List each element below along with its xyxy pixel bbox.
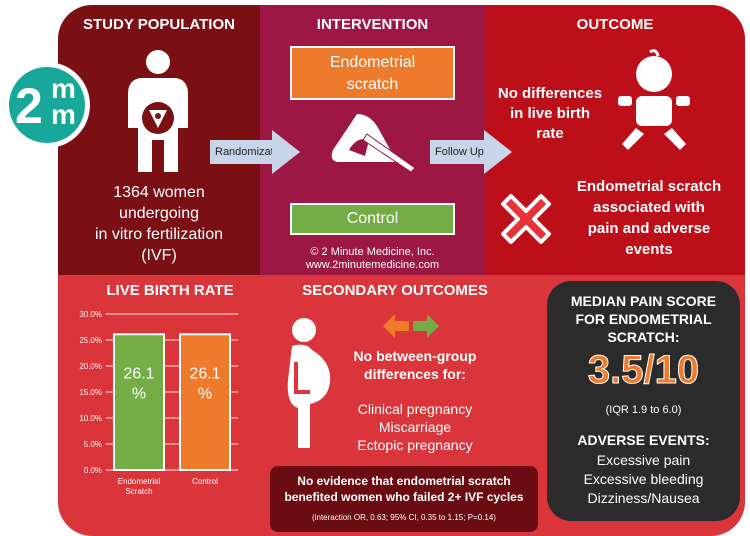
pregnant-woman-icon <box>128 50 188 172</box>
no-diff-line-3: rate <box>536 125 564 142</box>
logo-digit: 2 <box>15 78 43 134</box>
live-birth-title: LIVE BIRTH RATE <box>106 282 234 299</box>
treatment-line-2: scratch <box>346 76 399 93</box>
scratch-line-3: pain and adverse <box>587 220 711 237</box>
randomization-label: Randomization <box>215 146 289 158</box>
cross-mark-icon <box>501 194 551 244</box>
no-between-line-1: No between-group <box>353 348 477 364</box>
y-tick-label: 10.0% <box>79 414 102 423</box>
scratch-instrument-icon <box>331 114 416 173</box>
swap-arrows-icon <box>383 314 439 338</box>
no-between-line-2: differences for: <box>364 366 466 382</box>
y-tick-label: 30.0% <box>79 310 102 319</box>
evidence-stats: (interaction OR, 0.63; 95% CI, 0.35 to 1… <box>312 513 496 522</box>
follow-up-arrowhead <box>484 130 512 174</box>
no-diff-line-2: in live birth <box>509 105 590 122</box>
adverse-item: Excessive pain <box>596 452 691 468</box>
website-text[interactable]: www.2minutemedicine.com <box>305 259 440 271</box>
no-between-text: No between-group differences for: <box>335 347 495 383</box>
evidence-line-2: benefited women who failed 2+ IVF cycles <box>284 490 524 504</box>
study-line-2: undergoing <box>118 205 200 222</box>
scratch-line-2: associated with <box>593 199 705 216</box>
scratch-line-1: Endometrial scratch <box>576 178 722 195</box>
pain-score-panel <box>547 281 740 521</box>
copyright-text: © 2 Minute Medicine, Inc. <box>310 246 435 258</box>
adverse-list: Excessive pain Excessive bleeding Dizzin… <box>547 451 740 508</box>
x-tick-label: Scratch <box>125 487 152 496</box>
y-tick-label: 20.0% <box>79 362 102 371</box>
chart-svg: 0.0% 5.0% 10.0% 15.0% 20.0% 25.0% 30.0% 26.1% En… <box>79 310 238 496</box>
secondary-title: SECONDARY OUTCOMES <box>302 282 488 299</box>
outcome-title: OUTCOME <box>576 16 654 33</box>
bar-value-label: % <box>132 385 146 402</box>
x-tick-label: Control <box>192 477 218 486</box>
y-tick-label: 25.0% <box>79 336 102 345</box>
study-line-3: in vitro fertilization <box>94 226 224 243</box>
treatment-box: Endometrial scratch <box>290 46 455 100</box>
study-line-1: 1364 women <box>113 184 205 201</box>
scratch-outcome-text: Endometrial scratch associated with pain… <box>556 176 742 260</box>
x-tick-label: Endometrial <box>118 477 161 486</box>
control-box: Control <box>290 203 455 235</box>
pain-iqr: (IQR 1.9 to 6.0) <box>605 404 682 416</box>
y-tick-label: 5.0% <box>84 440 102 449</box>
pain-score: 3.5/10 <box>587 348 700 393</box>
no-diff-line-1: No differences <box>497 85 603 102</box>
pain-title-line-3: SCRATCH: <box>607 329 680 345</box>
bar-value-label: 26.1 <box>189 365 220 382</box>
adverse-item: Excessive bleeding <box>583 471 704 487</box>
bar <box>113 333 165 472</box>
control-label: Control <box>346 210 399 227</box>
follow-up-arrow: Follow Up <box>430 140 484 164</box>
pain-title-line-1: MEDIAN PAIN SCORE <box>570 293 717 309</box>
bar-value-label: % <box>198 385 212 402</box>
bar <box>179 333 231 472</box>
follow-up-label: Follow Up <box>435 146 484 158</box>
study-description: 1364 women undergoing in vitro fertiliza… <box>58 182 260 266</box>
baby-icon <box>618 49 690 150</box>
bar-value-label: 26.1 <box>123 365 154 382</box>
no-difference-text: No differences in live birth rate <box>490 84 610 144</box>
pregnant-woman-profile-icon <box>287 318 331 448</box>
intervention-title: INTERVENTION <box>316 16 429 33</box>
study-population-title: STUDY POPULATION <box>83 16 235 33</box>
pain-title-line-2: FOR ENDOMETRIAL <box>575 311 712 327</box>
study-line-4: (IVF) <box>141 247 177 264</box>
y-tick-label: 15.0% <box>79 388 102 397</box>
pain-title: MEDIAN PAIN SCORE FOR ENDOMETRIAL SCRATC… <box>547 292 740 346</box>
secondary-item: Miscarriage <box>378 419 452 435</box>
logo: 2 m m <box>9 67 85 143</box>
evidence-text: No evidence that endometrial scratch ben… <box>270 466 538 505</box>
logo-letter-top: m <box>51 73 76 104</box>
randomization-arrowhead <box>272 130 300 174</box>
adverse-item: Dizziness/Nausea <box>587 490 700 506</box>
copyright-block: © 2 Minute Medicine, Inc. www.2minutemed… <box>260 246 485 272</box>
treatment-line-1: Endometrial <box>329 54 416 71</box>
evidence-box: No evidence that endometrial scratch ben… <box>270 466 538 532</box>
secondary-list: Clinical pregnancy Miscarriage Ectopic p… <box>330 400 500 454</box>
y-tick-label: 0.0% <box>84 466 102 475</box>
live-birth-chart: 0.0% 5.0% 10.0% 15.0% 20.0% 25.0% 30.0% 26.1% En… <box>70 306 242 506</box>
adverse-title: ADVERSE EVENTS: <box>577 432 710 448</box>
randomization-arrow: Randomization <box>210 140 288 164</box>
evidence-line-1: No evidence that endometrial scratch <box>297 474 511 488</box>
secondary-item: Clinical pregnancy <box>357 401 473 417</box>
logo-letter-bottom: m <box>51 99 76 130</box>
secondary-item: Ectopic pregnancy <box>357 437 473 453</box>
scratch-line-4: events <box>625 241 673 258</box>
